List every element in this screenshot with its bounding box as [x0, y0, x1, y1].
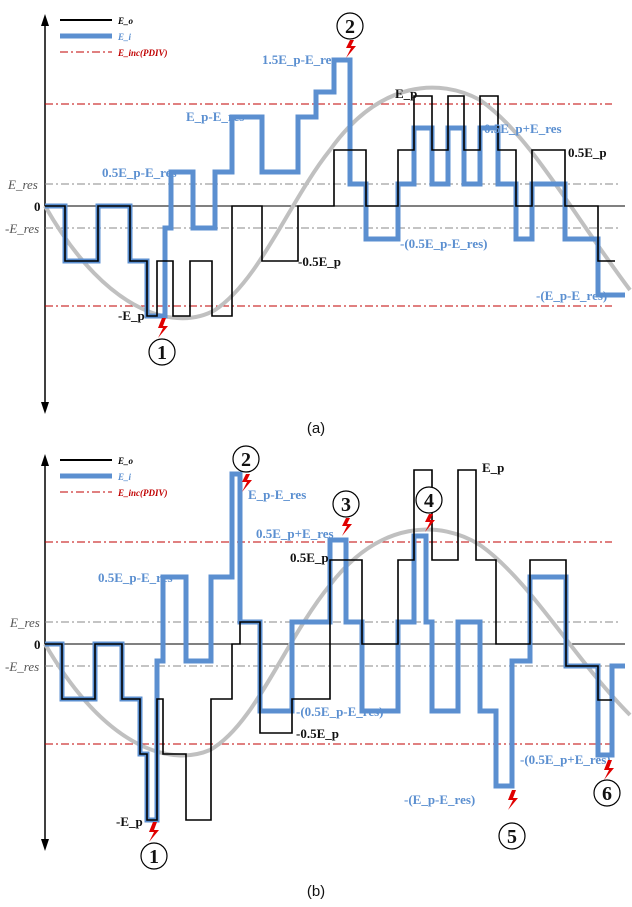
panel-b-marker-2-circle	[232, 445, 260, 473]
panel-a-legend-einc-label: E_inc(PDIV)	[117, 48, 168, 58]
panel-a-spark-icon-1	[158, 318, 168, 338]
panel-b-spark-icon-5	[508, 790, 518, 810]
panel-b-eres-label: E_res	[9, 615, 40, 630]
panel-b-marker-2: 2	[232, 445, 260, 492]
panel-a: E_o E_i E_inc(PDIV) E_res -E_res 0 1.5E_…	[5, 12, 632, 437]
panel-b: E_o E_i E_inc(PDIV) E_res -E_res 0 E_p-E…	[5, 445, 632, 900]
panel-a-marker-1: 1	[148, 318, 176, 366]
panel-a-legend-ei-label: E_i	[117, 32, 132, 42]
panel-a-marker-2-label: 2	[345, 16, 355, 38]
panel-a-label-neg-half-ep: -0.5E_p	[298, 254, 341, 269]
panel-a-legend: E_o E_i E_inc(PDIV)	[60, 16, 168, 58]
panel-b-spark-icon-4	[425, 514, 435, 532]
panel-a-label-neg-half-ep-eres: -(0.5E_p-E_res)	[400, 236, 488, 251]
panel-a-zero-label: 0	[34, 199, 41, 214]
panel-b-sine-wave	[43, 527, 632, 758]
panel-b-marker-3-circle	[332, 490, 360, 518]
panel-b-spark-icon-3	[342, 518, 352, 536]
panel-a-label-1-5ep-eres: 1.5E_p-E_res	[262, 52, 337, 67]
panel-a-sine-wave	[43, 85, 632, 321]
panel-a-label-half-ep: 0.5E_p	[568, 145, 607, 160]
panel-a-label-neg-ep-eres: -(E_p-E_res)	[536, 288, 607, 303]
panel-a-eres-label: E_res	[7, 177, 38, 192]
panel-b-zero-label: 0	[34, 637, 41, 652]
panel-b-marker-5: 5	[498, 790, 526, 850]
panel-b-legend: E_o E_i E_inc(PDIV)	[60, 456, 168, 498]
panel-b-marker-2-label: 2	[241, 449, 251, 471]
panel-b-ei-waveform	[45, 471, 625, 823]
panel-a-spark-icon-2	[346, 40, 356, 58]
panel-b-marker-6: 6	[593, 760, 621, 807]
panel-b-marker-4-label: 4	[424, 490, 434, 512]
panel-b-marker-4: 4	[415, 486, 443, 532]
panel-b-label-ep-eres: E_p-E_res	[248, 487, 306, 502]
panel-b-legend-einc-label: E_inc(PDIV)	[117, 488, 168, 498]
panel-b-legend-ei-label: E_i	[117, 472, 132, 482]
panel-b-marker-6-label: 6	[602, 783, 612, 805]
panel-b-label-neg-ep: -E_p	[116, 814, 143, 829]
panel-b-marker-1-circle	[140, 842, 168, 870]
panel-b-label-neg-half-ep: -0.5E_p	[296, 726, 339, 741]
panel-b-marker-1-label: 1	[149, 846, 159, 868]
panel-b-label-neg-ep-eres: -(E_p-E_res)	[404, 792, 475, 807]
panel-b-y-axis-arrow-bottom	[41, 839, 49, 851]
panel-b-marker-1: 1	[140, 822, 168, 870]
panel-a-marker-2-circle	[336, 12, 364, 40]
panel-b-eo-waveform	[45, 469, 612, 821]
panel-b-label-ep: E_p	[482, 460, 504, 475]
panel-b-marker-4-circle	[415, 486, 443, 514]
panel-a-ei-waveform	[45, 57, 625, 319]
panel-b-caption: (b)	[307, 883, 325, 900]
panel-a-marker-1-label: 1	[157, 342, 167, 364]
panel-a-label-half-ep-plus-eres: 0.5E_p+E_res	[484, 121, 562, 136]
panel-a-marker-2: 2	[336, 12, 364, 58]
panel-b-spark-icon-2	[242, 474, 252, 492]
panel-a-label-half-ep-eres: 0.5E_p-E_res	[102, 165, 177, 180]
panel-a-caption: (a)	[307, 420, 325, 437]
panel-b-label-half-ep-eres: 0.5E_p-E_res	[98, 570, 173, 585]
panel-a-y-axis-arrow-top	[41, 14, 49, 26]
panel-a-y-axis-arrow-bottom	[41, 402, 49, 414]
panel-b-marker-5-label: 5	[507, 826, 517, 848]
panel-b-neg-eres-label: -E_res	[5, 659, 39, 674]
panel-b-label-neg-half-ep-plus-eres: -(0.5E_p+E_res)	[520, 752, 611, 767]
panel-b-y-axis-arrow-top	[41, 454, 49, 466]
panel-a-label-ep: E_p	[395, 86, 417, 101]
panel-b-spark-icon-6	[604, 760, 614, 780]
panel-a-label-ep-eres: E_p-E_res	[186, 109, 244, 124]
panel-b-label-half-ep-plus-eres: 0.5E_p+E_res	[256, 526, 334, 541]
panel-a-legend-eo-label: E_o	[117, 16, 134, 26]
panel-b-marker-6-circle	[593, 779, 621, 807]
panel-b-label-half-ep: 0.5E_p	[290, 550, 329, 565]
panel-b-marker-5-circle	[498, 822, 526, 850]
panel-a-marker-1-circle	[148, 338, 176, 366]
panel-b-legend-eo-label: E_o	[117, 456, 134, 466]
panel-a-neg-eres-label: -E_res	[5, 221, 39, 236]
panel-b-spark-icon-1	[149, 822, 159, 842]
panel-a-label-neg-ep: -E_p	[118, 308, 145, 323]
panel-b-marker-3-label: 3	[341, 494, 351, 516]
panel-a-eo-waveform	[45, 95, 615, 317]
panel-b-marker-3: 3	[332, 490, 360, 536]
panel-b-label-neg-half-ep-eres: -(0.5E_p-E_res)	[296, 704, 384, 719]
